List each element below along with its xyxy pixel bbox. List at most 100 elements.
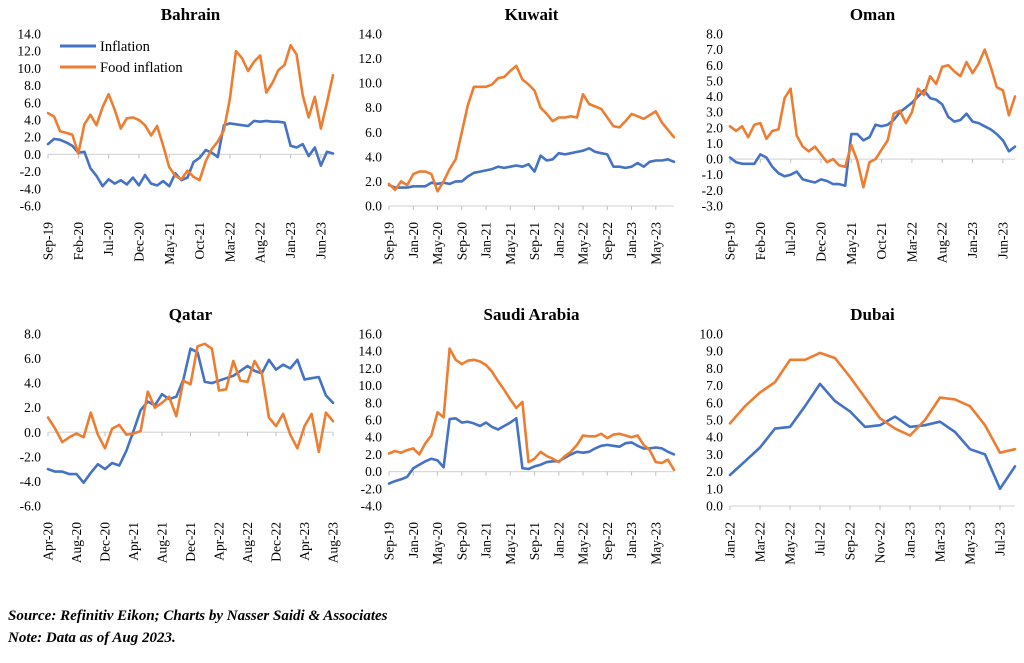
y-axis-label: 2.0 bbox=[706, 120, 723, 135]
y-axis-label: 1.0 bbox=[706, 481, 723, 496]
y-axis-label: 8.0 bbox=[365, 395, 382, 410]
x-axis-label: Oct-21 bbox=[192, 222, 207, 260]
y-axis-label: 0.0 bbox=[24, 425, 41, 440]
y-axis-label: 8.0 bbox=[706, 27, 723, 42]
x-axis-label: Sep-22 bbox=[843, 522, 858, 560]
x-axis-label: May-22 bbox=[576, 522, 591, 565]
y-axis-label: -4.0 bbox=[20, 474, 42, 489]
x-axis-label: May-21 bbox=[503, 522, 518, 565]
y-axis-label: 4.0 bbox=[706, 89, 723, 104]
x-axis-label: Jul-20 bbox=[101, 222, 116, 256]
x-axis-label: Sep-21 bbox=[527, 222, 542, 260]
x-axis-label: Jan-21 bbox=[479, 522, 494, 558]
y-axis-label: 1.0 bbox=[706, 136, 723, 151]
y-axis-label: 7.0 bbox=[706, 42, 723, 57]
x-axis-label: Aug-22 bbox=[240, 522, 255, 563]
qatar-chart-canvas: 8.0 6.0 4.0 2.0 0.0 -2.0 -4.0 -6.0 Apr-20 Aug-20 D… bbox=[20, 327, 341, 564]
y-axis-label: 2.0 bbox=[706, 464, 723, 479]
inflation-line bbox=[387, 147, 676, 189]
y-axis-label: 10.0 bbox=[358, 378, 382, 393]
x-axis-label: Jan-23 bbox=[965, 222, 980, 258]
x-axis-label: Jan-23 bbox=[624, 222, 639, 258]
x-axis-label: May-21 bbox=[162, 222, 177, 265]
y-axis-label: 14.0 bbox=[17, 27, 41, 42]
chart-panel-kuwait: Kuwait 14.0 12.0 10.0 8.0 6.0 4.0 2.0 0.0 Sep-19… bbox=[341, 4, 682, 294]
x-axis-label: May-22 bbox=[576, 222, 591, 265]
chart-title-oman: Oman bbox=[849, 5, 896, 24]
y-axis-label: -4.0 bbox=[361, 499, 383, 514]
chart-panel-saudi-arabia: Saudi Arabia 16.0 14.0 12.0 10.0 8.0 6.0 4.0 2.… bbox=[341, 304, 682, 594]
x-axis-label: Sep-21 bbox=[527, 522, 542, 560]
x-axis-label: May-21 bbox=[844, 222, 859, 265]
x-axis-label: Aug-21 bbox=[155, 522, 170, 563]
x-axis-label: Dec-22 bbox=[269, 522, 284, 562]
y-axis-label: 0.0 bbox=[365, 199, 382, 214]
x-axis-label: Jan-20 bbox=[406, 522, 421, 558]
y-axis-label: 8.0 bbox=[24, 78, 41, 93]
y-axis-label: 2.0 bbox=[365, 174, 382, 189]
y-axis-label: 4.0 bbox=[24, 113, 41, 128]
x-axis-label: Sep-22 bbox=[600, 222, 615, 260]
x-axis-label: Sep-20 bbox=[454, 522, 469, 560]
chart-title-qatar: Qatar bbox=[168, 305, 213, 324]
x-axis-label: Sep-19 bbox=[382, 222, 397, 260]
y-axis-label: 0.0 bbox=[706, 499, 723, 514]
inflation-line bbox=[46, 347, 335, 484]
x-axis-label: May-23 bbox=[648, 222, 663, 265]
y-axis-label: 6.0 bbox=[706, 58, 723, 73]
x-axis-label: Dec-20 bbox=[98, 522, 113, 562]
y-axis-label: -1.0 bbox=[702, 167, 724, 182]
y-axis-label: 10.0 bbox=[358, 76, 382, 91]
x-axis-label: May-21 bbox=[503, 222, 518, 265]
x-axis-label: May-20 bbox=[430, 222, 445, 265]
y-axis-label: 0.0 bbox=[706, 152, 723, 167]
y-axis-label: 7.0 bbox=[706, 378, 723, 393]
x-axis-label: Sep-19 bbox=[41, 222, 56, 260]
inflation-line bbox=[728, 89, 1017, 187]
x-axis-label: Sep-19 bbox=[382, 522, 397, 560]
food-inflation-line bbox=[728, 351, 1017, 454]
x-axis-label: Sep-22 bbox=[600, 522, 615, 560]
y-axis-label: -6.0 bbox=[20, 499, 42, 514]
y-axis-label: 0.0 bbox=[365, 464, 382, 479]
y-axis-label: 10.0 bbox=[699, 327, 723, 342]
y-axis-label: 6.0 bbox=[24, 95, 41, 110]
chart-grid: Bahrain 14.0 12.0 10.0 8.0 6.0 4.0 2.0 0.0 -2.0-… bbox=[17, 4, 1023, 594]
y-axis-label: 16.0 bbox=[358, 327, 382, 342]
y-axis-label: -2.0 bbox=[702, 183, 724, 198]
x-axis-label: Feb-20 bbox=[753, 222, 768, 260]
y-axis-label: 4.0 bbox=[365, 149, 382, 164]
y-axis-label: 0.0 bbox=[24, 147, 41, 162]
saudi-arabia-chart-canvas: 16.0 14.0 12.0 10.0 8.0 6.0 4.0 2.0 0.0 -2.0 -4.0 S… bbox=[358, 327, 676, 565]
legend-label: Food inflation bbox=[100, 60, 183, 76]
y-axis-label: 10.0 bbox=[17, 61, 41, 76]
y-axis-label: 2.0 bbox=[24, 400, 41, 415]
y-axis-label: 8.0 bbox=[706, 361, 723, 376]
x-axis-label: Jan-22 bbox=[551, 522, 566, 558]
y-axis-label: 14.0 bbox=[358, 344, 382, 359]
food-inflation-line bbox=[387, 347, 676, 472]
x-axis-label: Jul-23 bbox=[993, 522, 1008, 556]
y-axis-label: 9.0 bbox=[706, 344, 723, 359]
y-axis-label: 8.0 bbox=[365, 100, 382, 115]
x-axis-label: Aug-22 bbox=[253, 222, 268, 263]
x-axis-label: Jan-21 bbox=[479, 222, 494, 258]
x-axis-label: Nov-22 bbox=[873, 522, 888, 563]
x-axis-label: Sep-20 bbox=[454, 222, 469, 260]
x-axis-label: Apr-20 bbox=[41, 522, 56, 561]
y-axis-label: 2.0 bbox=[24, 130, 41, 145]
x-axis-label: Oct-21 bbox=[874, 222, 889, 260]
x-axis-label: May-23 bbox=[648, 522, 663, 565]
chart-panel-dubai: Dubai 10.0 9.0 8.0 7.0 6.0 5.0 4.0 3.0 2.0 1.0 0.0… bbox=[682, 304, 1023, 594]
x-axis-label: Feb-20 bbox=[71, 222, 86, 260]
y-axis-label: -6.0 bbox=[20, 199, 42, 214]
y-axis-label: 3.0 bbox=[706, 447, 723, 462]
y-axis-label: 12.0 bbox=[17, 44, 41, 59]
x-axis-label: Apr-22 bbox=[212, 522, 227, 561]
x-axis-label: May-22 bbox=[783, 522, 798, 565]
footnotes: Source: Refinitiv Eikon; Charts by Nasse… bbox=[0, 594, 1024, 650]
inflation-line bbox=[728, 382, 1017, 491]
y-axis-label: 6.0 bbox=[24, 351, 41, 366]
